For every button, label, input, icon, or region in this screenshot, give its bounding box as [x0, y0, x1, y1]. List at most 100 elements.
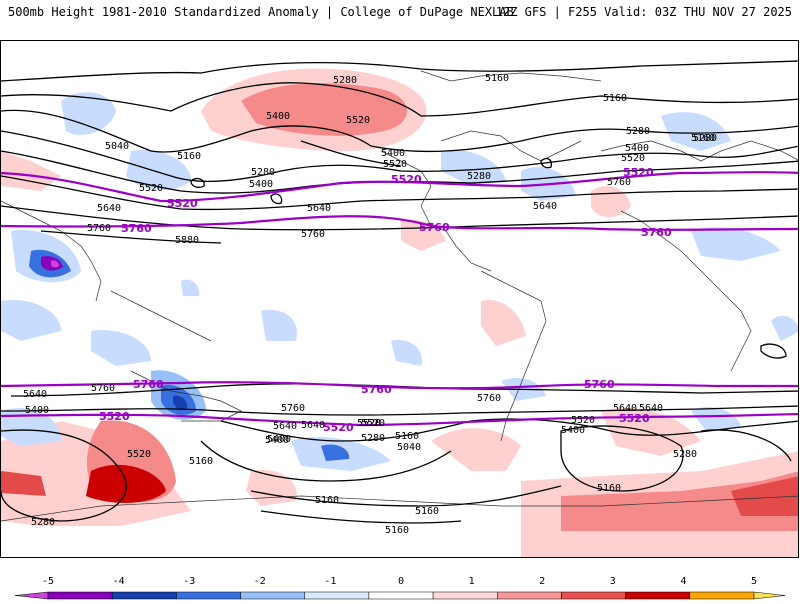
contour-label: 5160 — [485, 73, 509, 84]
reference-label: 5520 — [391, 173, 422, 186]
contour-label: 5160 — [177, 151, 201, 162]
reference-label: 5760 — [584, 378, 615, 391]
contour-label: 5520 — [621, 153, 645, 164]
contour-label: 5520 — [139, 183, 163, 194]
contour-label: 5280 — [31, 517, 55, 528]
contour-label: 5520 — [127, 449, 151, 460]
colorbar-swatch — [625, 591, 691, 600]
map-svg: 5280 5160 5160 5400 5520 5040 5160 5280 … — [1, 60, 798, 557]
contour-label: 5520 — [357, 418, 381, 429]
reference-contours — [1, 171, 798, 427]
contour-label: 5640 — [307, 203, 331, 214]
colorbar-swatch — [111, 591, 177, 600]
colorbar-tick-label: 2 — [539, 576, 545, 587]
reference-label: 5520 — [167, 197, 198, 210]
contour-label: 5160 — [597, 483, 621, 494]
colorbar-svg: -5 -4 -3 -2 -1 0 1 2 3 4 5 — [14, 576, 786, 600]
colorbar-tick-labels: -5 -4 -3 -2 -1 0 1 2 3 4 5 — [42, 576, 757, 587]
contour-label: 5760 — [281, 403, 305, 414]
contour-label: 5400 — [249, 179, 273, 190]
reference-label: 5760 — [121, 222, 152, 235]
contour-label: 5160 — [395, 431, 419, 442]
contour-label: 5280 — [693, 133, 717, 144]
contour-label: 5160 — [315, 495, 339, 506]
contour-label: 5520 — [346, 115, 370, 126]
contour-label: 5280 — [361, 433, 385, 444]
colorbar-tick-label: -1 — [324, 576, 336, 587]
contour-label: 5880 — [175, 235, 199, 246]
contour-label: 5640 — [613, 403, 637, 414]
map-panel[interactable]: 5280 5160 5160 5400 5520 5040 5160 5280 … — [0, 40, 799, 558]
contour-label: 5160 — [691, 133, 715, 144]
colorbar-swatch — [368, 591, 434, 600]
colorbar-swatches — [14, 591, 786, 600]
contour-label: 5640 — [639, 403, 663, 414]
contour-labels: 5280 5160 5160 5400 5520 5040 5160 5280 … — [23, 73, 717, 536]
model-run-info: 12Z GFS | F255 Valid: 03Z THU NOV 27 202… — [495, 5, 792, 19]
contour-label: 5400 — [25, 405, 49, 416]
contour-label: 5280 — [626, 126, 650, 137]
colorbar-swatch — [47, 591, 113, 600]
map-title: 500mb Height 1981-2010 Standardized Anom… — [8, 5, 514, 19]
contour-label: 5400 — [266, 111, 290, 122]
contour-label: 5040 — [397, 442, 421, 453]
contour-label: 5280 — [251, 167, 275, 178]
contour-label: 5760 — [301, 229, 325, 240]
contour-label: 5280 — [333, 75, 357, 86]
contour-label: 5400 — [561, 425, 585, 436]
colorbar-swatch — [689, 591, 755, 600]
contour-label: 5280 — [467, 171, 491, 182]
contour-label: 5160 — [189, 456, 213, 467]
contour-label: 5160 — [415, 506, 439, 517]
colorbar-tick-label: -5 — [42, 576, 54, 587]
colorbar-swatch — [176, 591, 241, 600]
colorbar-swatch — [432, 591, 498, 600]
colorbar-tick-label: -2 — [254, 576, 266, 587]
contour-label: 5520 — [357, 418, 381, 429]
contour-label: 5520 — [383, 159, 407, 170]
reference-label: 5520 — [619, 412, 650, 425]
colorbar-swatch — [497, 591, 562, 600]
colorbar-swatch — [240, 591, 305, 600]
colorbar-tick-label: 5 — [751, 576, 757, 587]
positive-anomaly-shading — [1, 68, 798, 557]
reference-label: 5760 — [133, 378, 164, 391]
colorbar-min-arrow — [14, 591, 49, 600]
contour-label: 5640 — [97, 203, 121, 214]
reference-contour-labels: 5520 5520 5520 5760 5760 5760 5760 5760 … — [99, 166, 672, 434]
colorbar-max-arrow — [753, 591, 786, 600]
contour-label: 5280 — [673, 449, 697, 460]
contour-label: 5520 — [571, 415, 595, 426]
contour-label: 5400 — [267, 434, 291, 445]
contour-label: 5400 — [381, 148, 405, 159]
reference-label: 5520 — [99, 410, 130, 423]
contour-label: 5400 — [625, 143, 649, 154]
colorbar-swatch — [561, 591, 626, 600]
contour-label: 5160 — [385, 525, 409, 536]
contour-label: 5520 — [361, 418, 385, 429]
reference-label: 5520 — [623, 166, 654, 179]
contour-label: 5760 — [91, 383, 115, 394]
colorbar-tick-label: 4 — [680, 576, 686, 587]
reference-label: 5760 — [641, 226, 672, 239]
contour-label: 5040 — [105, 141, 129, 152]
colorbar-swatch — [304, 591, 370, 600]
colorbar-tick-label: 3 — [610, 576, 616, 587]
reference-label: 5520 — [323, 421, 354, 434]
contour-label: 5640 — [301, 420, 325, 431]
contour-label: 5760 — [87, 223, 111, 234]
contour-label: 5160 — [603, 93, 627, 104]
colorbar-tick-label: -4 — [113, 576, 125, 587]
contour-label: 5400 — [265, 435, 289, 446]
reference-label: 5760 — [361, 383, 392, 396]
contour-label: 5760 — [477, 393, 501, 404]
contour-label: 5640 — [23, 389, 47, 400]
reference-label: 5760 — [419, 221, 450, 234]
colorbar-legend: -5 -4 -3 -2 -1 0 1 2 3 4 5 — [0, 570, 800, 600]
colorbar-tick-label: -3 — [183, 576, 195, 587]
colorbar-tick-label: 0 — [398, 576, 404, 587]
negative-anomaly-shading — [1, 92, 798, 471]
contour-label: 5640 — [533, 201, 557, 212]
contour-label: 5640 — [273, 421, 297, 432]
contour-label: 5760 — [607, 177, 631, 188]
